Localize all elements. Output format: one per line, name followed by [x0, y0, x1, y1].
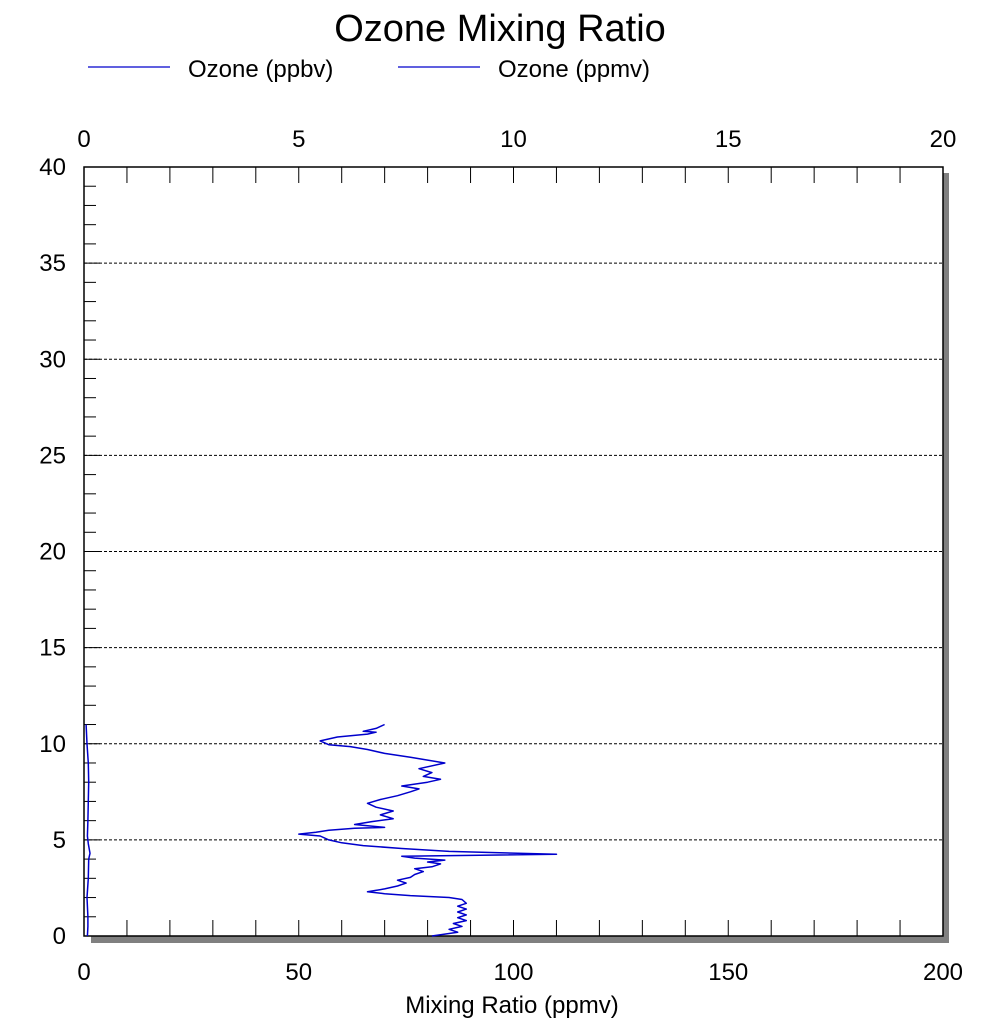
legend: Ozone (ppbv) Ozone (ppmv) — [88, 56, 650, 83]
left-tick-label: 25 — [39, 442, 66, 469]
series-lines — [85, 723, 558, 937]
legend-label-ppmv: Ozone (ppmv) — [498, 56, 650, 83]
legend-label-ppbv: Ozone (ppbv) — [188, 56, 333, 83]
top-tick-label: 10 — [500, 126, 527, 153]
tick-marks — [83, 166, 944, 937]
gridlines — [84, 262, 943, 841]
bottom-tick-label: 50 — [285, 959, 312, 986]
bottom-tick-label: 200 — [923, 959, 963, 986]
bottom-tick-label: 150 — [708, 959, 748, 986]
top-tick-label: 15 — [715, 126, 742, 153]
top-tick-label: 0 — [77, 126, 90, 153]
series-line-ppmv — [85, 724, 91, 937]
top-tick-label: 5 — [292, 126, 305, 153]
left-tick-label: 20 — [39, 539, 66, 566]
series-line-ppbv — [298, 723, 558, 937]
top-tick-label: 20 — [930, 126, 957, 153]
plot-shadow-bottom — [91, 936, 949, 943]
left-tick-label: 0 — [53, 923, 66, 950]
bottom-tick-label: 100 — [493, 959, 533, 986]
plot-shadow-right — [943, 173, 949, 943]
left-tick-label: 10 — [39, 731, 66, 758]
left-tick-label: 35 — [39, 250, 66, 277]
left-tick-label: 15 — [39, 635, 66, 662]
bottom-tick-label: 0 — [77, 959, 90, 986]
tick-labels: 0 5 10 15 20 25 30 35 40 0 50 100 150 200 0 5 10 15 20 — [39, 126, 963, 986]
left-tick-label: 40 — [39, 154, 66, 181]
chart-title: Ozone Mixing Ratio — [334, 8, 666, 50]
left-tick-label: 5 — [53, 827, 66, 854]
x-axis-label: Mixing Ratio (ppmv) — [405, 992, 618, 1019]
left-tick-label: 30 — [39, 346, 66, 373]
